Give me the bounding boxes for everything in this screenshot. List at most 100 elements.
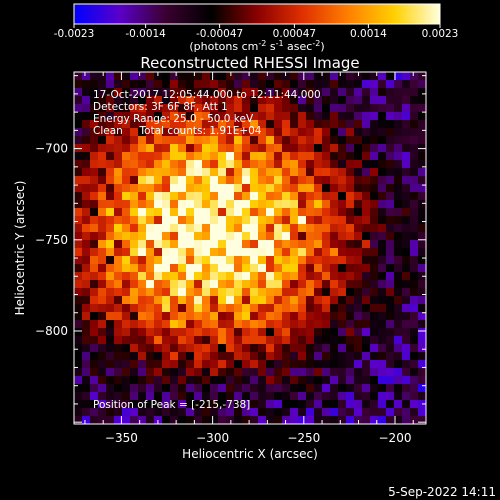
heatmap-pixel: [338, 392, 347, 401]
heatmap-pixel: [210, 400, 219, 409]
heatmap-pixel: [122, 272, 131, 281]
heatmap-pixel: [354, 256, 363, 265]
heatmap-pixel: [90, 272, 99, 281]
heatmap-pixel: [170, 288, 179, 297]
heatmap-pixel: [74, 376, 83, 385]
heatmap-pixel: [74, 296, 83, 305]
heatmap-pixel: [250, 112, 259, 121]
heatmap-pixel: [242, 312, 251, 321]
heatmap-pixel: [346, 304, 355, 313]
heatmap-pixel: [154, 208, 163, 217]
heatmap-pixel: [362, 72, 371, 81]
heatmap-pixel: [98, 264, 107, 273]
heatmap-pixel: [402, 352, 411, 361]
heatmap-pixel: [274, 152, 283, 161]
heatmap-pixel: [146, 376, 155, 385]
heatmap-pixel: [266, 96, 275, 105]
heatmap-pixel: [106, 88, 115, 97]
heatmap-pixel: [282, 104, 291, 113]
heatmap-pixel: [378, 376, 387, 385]
heatmap-pixel: [82, 192, 91, 201]
heatmap-pixel: [146, 136, 155, 145]
heatmap-pixel: [186, 128, 195, 137]
heatmap-pixel: [146, 312, 155, 321]
heatmap-pixel: [162, 392, 171, 401]
x-axis-label: Heliocentric X (arcsec): [182, 447, 318, 461]
heatmap-pixel: [362, 280, 371, 289]
heatmap-pixel: [202, 256, 211, 265]
heatmap-pixel: [354, 288, 363, 297]
heatmap-pixel: [194, 176, 203, 185]
heatmap-pixel: [170, 264, 179, 273]
heatmap-pixel: [322, 120, 331, 129]
heatmap-pixel: [194, 232, 203, 241]
heatmap-pixel: [114, 376, 123, 385]
heatmap-pixel: [370, 392, 379, 401]
heatmap-pixel: [282, 376, 291, 385]
heatmap-pixel: [218, 176, 227, 185]
heatmap-pixel: [386, 312, 395, 321]
heatmap-pixel: [186, 224, 195, 233]
heatmap-pixel: [162, 256, 171, 265]
heatmap-pixel: [418, 328, 426, 337]
heatmap-pixel: [386, 288, 395, 297]
heatmap-pixel: [234, 264, 243, 273]
heatmap-pixel: [394, 136, 403, 145]
heatmap-pixel: [402, 328, 411, 337]
heatmap-pixel: [74, 184, 83, 193]
heatmap-pixel: [226, 328, 235, 337]
y-axis-label: Heliocentric Y (arcsec): [13, 181, 27, 316]
heatmap-pixel: [274, 408, 283, 417]
heatmap-pixel: [130, 224, 139, 233]
heatmap-pixel: [154, 328, 163, 337]
heatmap-pixel: [386, 72, 395, 81]
heatmap-pixel: [90, 312, 99, 321]
heatmap-pixel: [122, 152, 131, 161]
heatmap-pixel: [130, 352, 139, 361]
heatmap-pixel: [282, 184, 291, 193]
heatmap-pixel: [250, 144, 259, 153]
heatmap-pixel: [162, 368, 171, 377]
heatmap-pixel: [170, 112, 179, 121]
heatmap-pixel: [346, 184, 355, 193]
heatmap-pixel: [266, 104, 275, 113]
heatmap-pixel: [170, 296, 179, 305]
heatmap-pixel: [234, 384, 243, 393]
heatmap-pixel: [226, 312, 235, 321]
heatmap-pixel: [202, 200, 211, 209]
heatmap-pixel: [122, 408, 131, 417]
heatmap-pixel: [154, 312, 163, 321]
heatmap-pixel: [290, 280, 299, 289]
heatmap-pixel: [162, 288, 171, 297]
heatmap-pixel: [194, 296, 203, 305]
heatmap-pixel: [138, 280, 147, 289]
heatmap-pixel: [154, 264, 163, 273]
heatmap-pixel: [362, 144, 371, 153]
heatmap-pixel: [130, 256, 139, 265]
heatmap-pixel: [386, 328, 395, 337]
heatmap-pixel: [266, 344, 275, 353]
heatmap-pixel: [394, 344, 403, 353]
heatmap-pixel: [266, 256, 275, 265]
heatmap-pixel: [354, 192, 363, 201]
heatmap-pixel: [378, 224, 387, 233]
heatmap-pixel: [226, 160, 235, 169]
heatmap-pixel: [170, 184, 179, 193]
heatmap-pixel: [354, 184, 363, 193]
heatmap-pixel: [418, 304, 426, 313]
heatmap-pixel: [242, 328, 251, 337]
heatmap-pixel: [98, 200, 107, 209]
heatmap-pixel: [98, 152, 107, 161]
heatmap-pixel: [74, 160, 83, 169]
heatmap-pixel: [162, 152, 171, 161]
heatmap-pixel: [234, 304, 243, 313]
heatmap-pixel: [354, 280, 363, 289]
heatmap-pixel: [218, 384, 227, 393]
heatmap-pixel: [218, 208, 227, 217]
heatmap-pixel: [346, 344, 355, 353]
heatmap-pixel: [154, 376, 163, 385]
heatmap-pixel: [82, 408, 91, 417]
heatmap-pixel: [370, 192, 379, 201]
heatmap-pixel: [242, 104, 251, 113]
heatmap-pixel: [146, 216, 155, 225]
